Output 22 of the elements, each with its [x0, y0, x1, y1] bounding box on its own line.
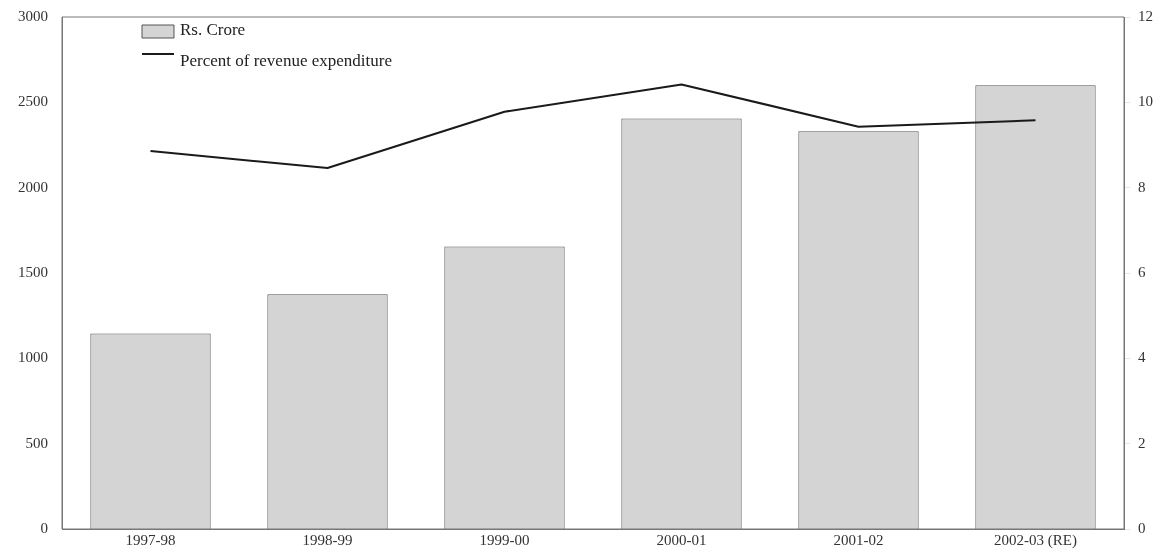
y-tick-label: 1000 [18, 349, 48, 366]
y-tick-label: 500 [25, 434, 48, 451]
y2-tick-label: 6 [1138, 263, 1146, 280]
y2-tick-label: 0 [1138, 519, 1146, 536]
legend-label: Percent of revenue expenditure [180, 51, 392, 71]
x-tick-label: 2000-01 [656, 531, 707, 548]
y-tick-label: 1500 [18, 263, 48, 280]
legend-label: Rs. Crore [180, 20, 246, 40]
y2-tick-label: 10 [1138, 93, 1153, 110]
x-tick-label: 1998-99 [302, 531, 353, 548]
y-tick-label: 3000 [18, 7, 48, 24]
x-tick-label: 2001-02 [833, 531, 884, 548]
y-tick-label: 0 [40, 519, 48, 536]
y2-tick-label: 12 [1138, 7, 1153, 24]
y-tick-label: 2000 [18, 178, 48, 195]
y2-tick-label: 8 [1138, 178, 1146, 195]
y2-tick-label: 4 [1138, 349, 1146, 366]
x-tick-label: 1997-98 [125, 531, 176, 548]
x-tick-label: 2002-03 (RE) [994, 531, 1077, 549]
y2-tick-label: 2 [1138, 434, 1146, 451]
y-tick-label: 2500 [18, 93, 48, 110]
x-tick-label: 1999-00 [479, 531, 530, 548]
